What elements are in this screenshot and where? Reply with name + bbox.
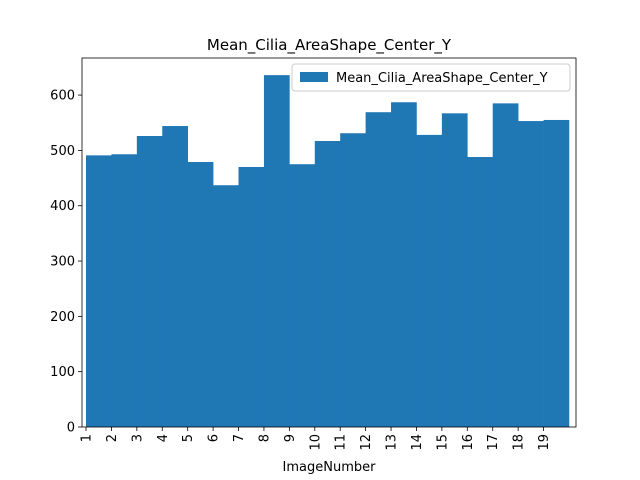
x-tick-label: 14 [410, 434, 425, 451]
bar [289, 164, 316, 428]
bar [213, 185, 239, 427]
bar [492, 103, 519, 427]
chart-title: Mean_Cilia_AreaShape_Center_Y [207, 36, 452, 55]
bar [238, 166, 265, 428]
x-tick-label: 16 [461, 434, 476, 451]
bar [263, 75, 290, 427]
x-tick-label: 2 [105, 434, 120, 442]
x-tick-label: 5 [181, 434, 196, 442]
x-tick-label: 4 [156, 434, 171, 442]
bar [391, 102, 417, 427]
bar [365, 112, 392, 428]
x-tick-label: 17 [486, 434, 501, 451]
y-tick-label: 100 [50, 365, 75, 380]
bar [162, 126, 188, 427]
x-tick-label: 9 [283, 434, 298, 442]
x-tick-label: 12 [359, 434, 374, 451]
x-tick-label: 1 [80, 434, 95, 442]
x-tick-label: 19 [537, 434, 552, 451]
bar [416, 134, 443, 427]
bar [111, 154, 138, 427]
x-tick-label: 13 [385, 434, 400, 451]
y-tick-label: 200 [50, 310, 75, 325]
axes-frame [81, 57, 577, 428]
bar [467, 157, 494, 428]
x-tick-label: 18 [512, 434, 527, 451]
y-tick-label: 0 [67, 421, 75, 436]
legend-swatch [300, 72, 328, 82]
x-tick-label: 10 [308, 434, 323, 451]
bar [340, 133, 366, 427]
x-tick-label: 8 [257, 434, 272, 442]
x-tick-label: 7 [232, 434, 247, 442]
bar [441, 113, 468, 428]
y-tick-label: 300 [50, 255, 75, 270]
x-axis-label: ImageNumber [283, 460, 377, 475]
bar [136, 136, 163, 427]
x-tick-label: 11 [334, 434, 349, 451]
legend-label: Mean_Cilia_AreaShape_Center_Y [336, 71, 548, 86]
legend-box [291, 63, 571, 92]
bar [314, 140, 341, 427]
bar [518, 121, 544, 427]
y-tick-label: 400 [50, 199, 75, 214]
x-tick-label: 6 [207, 434, 222, 442]
bar [187, 162, 214, 428]
bar [543, 119, 570, 427]
y-tick-label: 600 [50, 89, 75, 104]
bar [86, 155, 112, 427]
x-tick-label: 3 [130, 434, 145, 442]
x-tick-label: 15 [435, 434, 450, 451]
y-tick-label: 500 [50, 144, 75, 159]
